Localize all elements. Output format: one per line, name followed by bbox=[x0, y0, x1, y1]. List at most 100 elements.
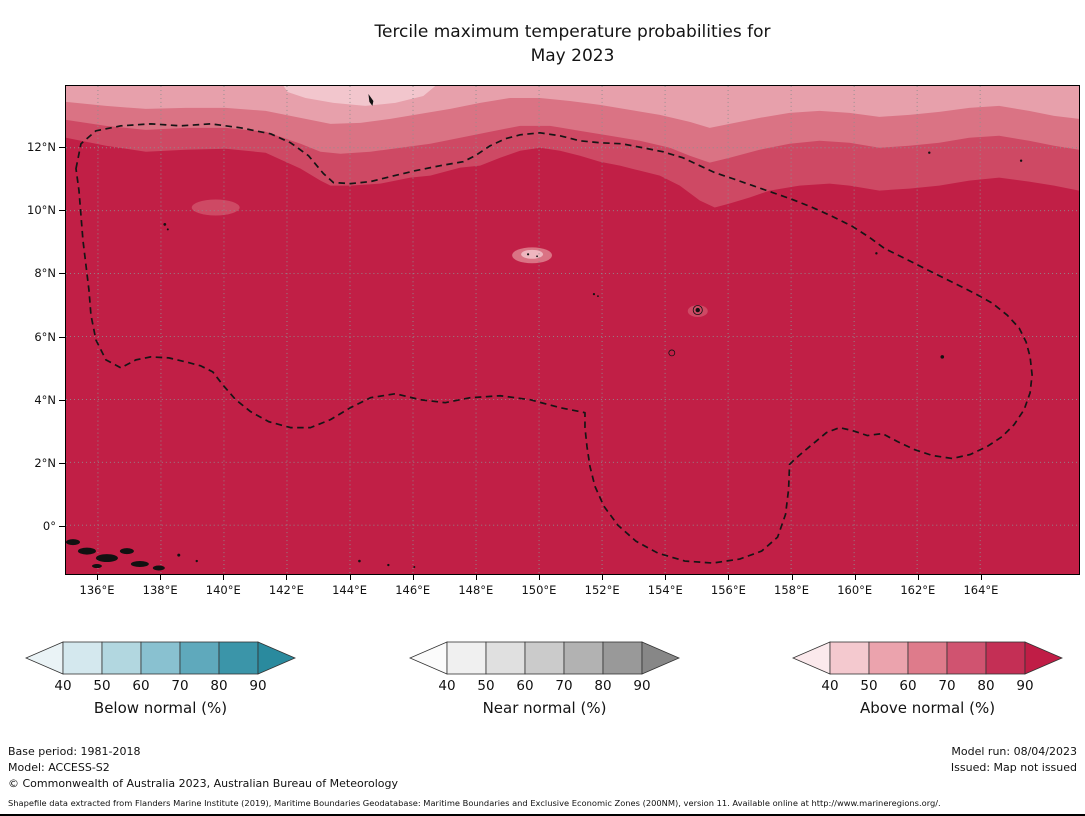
legend-below-normal: 40 50 60 70 80 90 Below normal (%) bbox=[25, 641, 296, 717]
island bbox=[875, 252, 878, 255]
page-title: Tercile maximum temperature probabilitie… bbox=[65, 20, 1080, 68]
legend-tick-value: 40 bbox=[54, 678, 72, 694]
legend-tick-value: 90 bbox=[1016, 678, 1034, 694]
model-text: Model: ACCESS-S2 bbox=[8, 760, 110, 774]
lat-tick bbox=[59, 273, 65, 275]
lon-tick-label: 160°E bbox=[837, 583, 873, 597]
lat-tick bbox=[59, 399, 65, 401]
island bbox=[940, 355, 945, 359]
island-ring bbox=[692, 305, 703, 316]
shapefile-note: Shapefile data extracted from Flanders M… bbox=[8, 798, 941, 808]
lon-tick bbox=[602, 575, 604, 580]
lon-tick bbox=[97, 575, 98, 580]
island bbox=[536, 255, 538, 258]
island bbox=[928, 151, 931, 154]
lat-tick-label: 10°N bbox=[27, 203, 56, 218]
legend-tick-value: 80 bbox=[594, 678, 612, 694]
lon-tick-label: 158°E bbox=[774, 583, 810, 597]
lon-tick bbox=[854, 575, 856, 580]
legend-tick-value: 40 bbox=[821, 678, 839, 694]
lat-tick bbox=[59, 526, 65, 528]
island bbox=[166, 228, 169, 231]
lat-tick bbox=[59, 336, 65, 338]
lon-tick bbox=[412, 575, 414, 580]
lat-tick-label: 8°N bbox=[34, 266, 56, 281]
map-plot bbox=[65, 85, 1080, 575]
island bbox=[413, 566, 416, 569]
lat-tick-label: 6°N bbox=[34, 329, 56, 344]
island bbox=[119, 548, 134, 555]
lat-tick bbox=[59, 210, 65, 212]
footer-left: Base period: 1981-2018 Model: ACCESS-S2 … bbox=[8, 744, 398, 792]
island bbox=[695, 307, 700, 313]
island bbox=[597, 295, 599, 298]
island bbox=[66, 539, 80, 546]
island bbox=[177, 553, 181, 557]
island bbox=[163, 223, 167, 226]
lon-tick-label: 138°E bbox=[142, 583, 178, 597]
legend-tick-value: 50 bbox=[477, 678, 495, 694]
lon-tick-label: 154°E bbox=[647, 583, 683, 597]
legend-label: Above normal (%) bbox=[859, 699, 996, 717]
lon-tick bbox=[475, 575, 477, 580]
copyright-text: © Commonwealth of Australia 2023, Austra… bbox=[8, 776, 398, 790]
lat-tick-label: 12°N bbox=[27, 140, 56, 154]
light-patch bbox=[521, 249, 544, 259]
island-ring bbox=[668, 349, 676, 357]
legend-colorbar bbox=[25, 641, 296, 675]
base-period-text: Base period: 1981-2018 bbox=[8, 745, 141, 758]
fill-prob-50-60 bbox=[283, 86, 436, 106]
legend-tick-value: 70 bbox=[555, 678, 573, 694]
lon-tick bbox=[349, 575, 351, 580]
island bbox=[91, 564, 102, 569]
legend-values: 40 50 60 70 80 90 bbox=[792, 678, 1063, 696]
legend-tick-value: 60 bbox=[516, 678, 534, 694]
lat-tick bbox=[59, 147, 65, 148]
lon-tick bbox=[917, 575, 919, 580]
legend-tick-value: 60 bbox=[899, 678, 917, 694]
map-canvas bbox=[66, 86, 1079, 574]
island bbox=[592, 293, 596, 296]
lat-tick-label: 4°N bbox=[34, 392, 56, 407]
island bbox=[77, 547, 96, 555]
island bbox=[1019, 159, 1023, 162]
lon-tick-label: 156°E bbox=[710, 583, 746, 597]
issued-text: Issued: Map not issued bbox=[950, 760, 1077, 774]
legend-tick-value: 50 bbox=[93, 678, 111, 694]
legend-tick-value: 90 bbox=[633, 678, 651, 694]
lon-tick-label: 150°E bbox=[521, 583, 557, 597]
footer-right: Model run: 08/04/2023 Issued: Map not is… bbox=[951, 744, 1077, 776]
island bbox=[95, 554, 118, 563]
legend-colorbar bbox=[409, 641, 680, 675]
island bbox=[387, 563, 390, 567]
bottom-divider bbox=[0, 814, 1085, 816]
island bbox=[358, 559, 361, 563]
legend-tick-value: 50 bbox=[860, 678, 878, 694]
title-line1: Tercile maximum temperature probabilitie… bbox=[374, 22, 771, 42]
lat-tick bbox=[59, 462, 65, 464]
legend-label: Below normal (%) bbox=[93, 699, 228, 717]
legend-colorbar bbox=[792, 641, 1063, 675]
lon-tick-label: 146°E bbox=[395, 583, 431, 597]
lon-tick-label: 136°E bbox=[79, 583, 115, 597]
gridlines bbox=[66, 86, 1079, 574]
legend-values: 40 50 60 70 80 90 bbox=[25, 678, 296, 696]
legend-values: 40 50 60 70 80 90 bbox=[409, 678, 680, 696]
lon-tick-label: 162°E bbox=[900, 583, 936, 597]
legend-above-normal: 40 50 60 70 80 90 Above normal (%) bbox=[792, 641, 1063, 717]
eez-boundary bbox=[75, 122, 1033, 564]
island bbox=[152, 565, 165, 571]
legend-tick-value: 60 bbox=[132, 678, 150, 694]
legend-tick-value: 80 bbox=[210, 678, 228, 694]
legend-tick-value: 40 bbox=[438, 678, 456, 694]
lon-tick-label: 142°E bbox=[268, 583, 304, 597]
lon-tick bbox=[286, 575, 288, 580]
lon-tick-label: 140°E bbox=[205, 583, 241, 597]
legend-tick-value: 90 bbox=[249, 678, 267, 694]
legend-tick-value: 70 bbox=[171, 678, 189, 694]
island bbox=[130, 561, 149, 568]
lon-tick-label: 152°E bbox=[584, 583, 620, 597]
lat-tick-label: 2°N bbox=[34, 455, 56, 470]
island bbox=[195, 559, 198, 563]
